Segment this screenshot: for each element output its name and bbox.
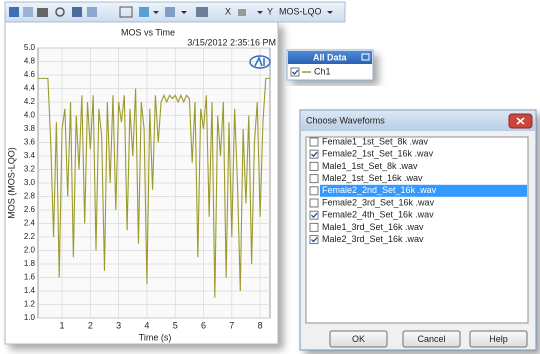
- item-label[interactable]: Female2_4th_Set_16k .wav: [322, 210, 434, 220]
- legend-checkbox[interactable]: [290, 67, 300, 77]
- dialog-button[interactable]: [329, 330, 388, 348]
- x-tick-label: 6: [201, 320, 206, 330]
- x-tick-label: 7: [229, 320, 234, 330]
- y-tick-label: 4.6: [24, 70, 36, 79]
- item-checkbox[interactable]: [309, 161, 319, 171]
- item-label[interactable]: Female1_1st_Set_8k .wav: [322, 136, 429, 146]
- y-tick-label: 2.2: [24, 232, 36, 241]
- y-tick-label: 3.0: [24, 178, 36, 187]
- item-label[interactable]: Male1_1st_Set_8k .wav: [322, 161, 418, 171]
- item-label[interactable]: Male1_3rd_Set_16k .wav: [322, 222, 424, 232]
- item-checkbox[interactable]: [309, 210, 319, 220]
- y-tick-label: 5.0: [24, 43, 36, 52]
- legend-label: Ch1: [314, 66, 331, 76]
- item-checkbox[interactable]: [309, 149, 319, 159]
- x-tick-label: 2: [88, 320, 93, 330]
- settings-icon[interactable]: [196, 7, 208, 17]
- y-tick-label: 3.8: [24, 124, 36, 133]
- save-icon[interactable]: [9, 7, 19, 17]
- dialog-buttons: OK Cancel Help: [329, 330, 528, 348]
- zoom-icon[interactable]: [55, 7, 65, 17]
- item-checkbox[interactable]: [309, 174, 319, 184]
- x-tick-label: 4: [144, 320, 149, 330]
- item-checkbox[interactable]: [309, 222, 319, 232]
- pan-icon[interactable]: [87, 7, 97, 17]
- item-label[interactable]: Female2_1st_Set_16k .wav: [322, 149, 434, 159]
- dialog-button[interactable]: [469, 330, 528, 348]
- y-tick-label: 3.4: [24, 151, 36, 160]
- check-mark: [311, 151, 318, 158]
- x-tick-label: 1: [60, 320, 65, 330]
- y-tick-label: 1.6: [24, 273, 36, 282]
- check-mark: [311, 212, 318, 219]
- x-tick-label: 5: [173, 320, 178, 330]
- logo: [249, 55, 271, 69]
- layout-icon[interactable]: [139, 7, 149, 17]
- x-tick-label: 3: [116, 320, 121, 330]
- y-axis-label: MOS (MOS-LQO): [6, 147, 16, 219]
- y-tick-label: 4.0: [24, 111, 36, 120]
- copy-icon[interactable]: [23, 7, 33, 17]
- print-icon[interactable]: [37, 8, 48, 17]
- x-button[interactable]: X: [225, 6, 231, 16]
- plot: 1.0 1.2 1.4 1.6 1.8 2.0 2.2 2.4 2.6 2.8 3.0 3.2 3.4 3…: [24, 43, 271, 330]
- dialog-button[interactable]: [402, 330, 461, 348]
- item-label[interactable]: Male2_1st_Set_16k .wav: [322, 173, 423, 183]
- y-tick-label: 4.8: [24, 57, 36, 66]
- item-checkbox[interactable]: [309, 186, 319, 196]
- item-checkbox[interactable]: [309, 235, 319, 245]
- y-tick-label: 4.4: [24, 84, 36, 93]
- item-checkbox[interactable]: [309, 198, 319, 208]
- waveform-list: [305, 136, 529, 324]
- x-axis-label: Time (s): [139, 332, 172, 342]
- dialog-title: Choose Waveforms: [306, 115, 385, 125]
- channel-icon[interactable]: [165, 7, 175, 17]
- window-icon[interactable]: [119, 6, 133, 18]
- timestamp: 3/15/2012 2:35:16 PM: [187, 37, 276, 47]
- y-tick-label: 3.6: [24, 138, 36, 147]
- legend: Ch1: [302, 66, 331, 76]
- dialog-titlebar: [301, 111, 535, 131]
- legend-menu[interactable]: [361, 53, 370, 61]
- selected-row: [320, 184, 527, 197]
- chart-title: MOS vs Time: [121, 27, 175, 37]
- y-tick-label: 4.2: [24, 97, 36, 106]
- y-tick-label: 2.6: [24, 205, 36, 214]
- item-label[interactable]: Male2_3rd_Set_16k .wav: [322, 234, 424, 244]
- legend-title: All Data: [313, 52, 348, 62]
- y-button[interactable]: Y: [267, 6, 273, 16]
- y-tick-label: 2.4: [24, 219, 36, 228]
- dialog: Choose Waveforms: [299, 109, 537, 351]
- fit-icon[interactable]: [72, 7, 82, 17]
- check-mark: [311, 237, 318, 243]
- legend-panel: All Data: [286, 49, 374, 81]
- toolbar-icons: [9, 6, 333, 18]
- y-tick-label: 1.4: [24, 286, 36, 295]
- item-label[interactable]: Female2_3rd_Set_16k .wav: [322, 197, 435, 207]
- x-tick-label: 8: [258, 320, 263, 330]
- item-label[interactable]: Female2_2nd_Set_16k .wav: [322, 185, 437, 195]
- y-tick-label: 1.0: [24, 313, 36, 322]
- y-tick-label: 3.2: [24, 165, 36, 174]
- y-tick-label: 1.2: [24, 300, 36, 309]
- button-label[interactable]: Cancel: [417, 334, 445, 344]
- measure-select[interactable]: MOS-LQO: [279, 6, 322, 16]
- item-checkbox[interactable]: [309, 137, 319, 147]
- button-label[interactable]: OK: [352, 334, 365, 344]
- y-tick-label: 1.8: [24, 259, 36, 268]
- list-items: Female1_1st_Set_8k .wav Female2_1st_Set_1…: [309, 136, 527, 245]
- x-unit-icon[interactable]: [238, 9, 246, 16]
- y-tick-label: 2.0: [24, 246, 36, 255]
- data-line: [38, 77, 270, 298]
- y-tick-label: 2.8: [24, 192, 36, 201]
- legend-header: [288, 51, 372, 64]
- button-label[interactable]: Help: [489, 334, 508, 344]
